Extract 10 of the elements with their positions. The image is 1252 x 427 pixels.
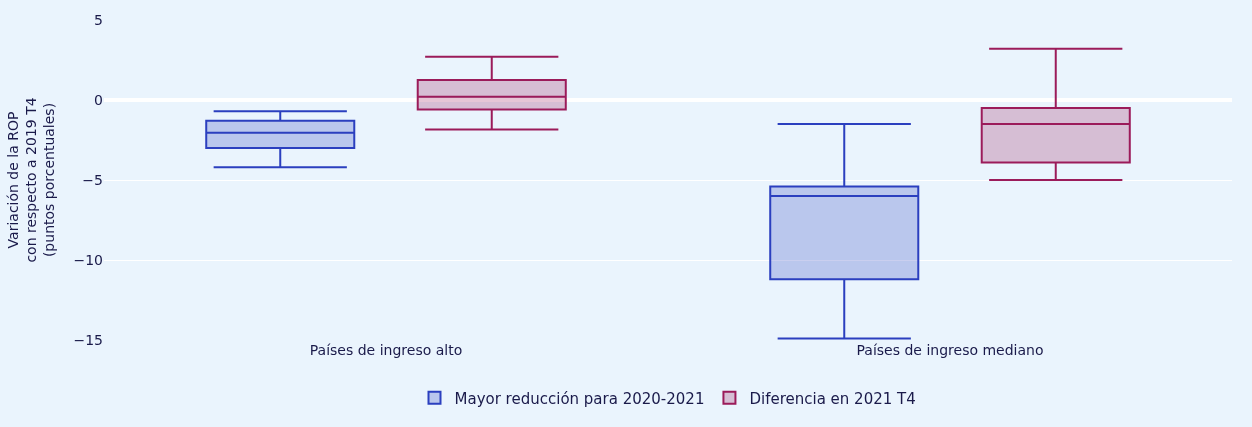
y-tick-label: 0 — [94, 91, 103, 108]
legend-label: Diferencia en 2021 T4 — [749, 389, 916, 408]
x-tick-label: Países de ingreso alto — [309, 342, 463, 358]
y-tick-label: −10 — [73, 251, 103, 268]
y-axis-title: Variación de la ROP con respecto a 2019 T4 (puntos porcentuales) — [4, 97, 58, 263]
y-tick-label: −15 — [73, 331, 103, 348]
x-tick-label: Países de ingreso mediano — [856, 342, 1044, 358]
legend-label: Mayor reducción para 2020-2021 — [454, 389, 705, 408]
y-tick-label: 5 — [94, 11, 103, 28]
y-tick-label: −5 — [82, 171, 103, 188]
